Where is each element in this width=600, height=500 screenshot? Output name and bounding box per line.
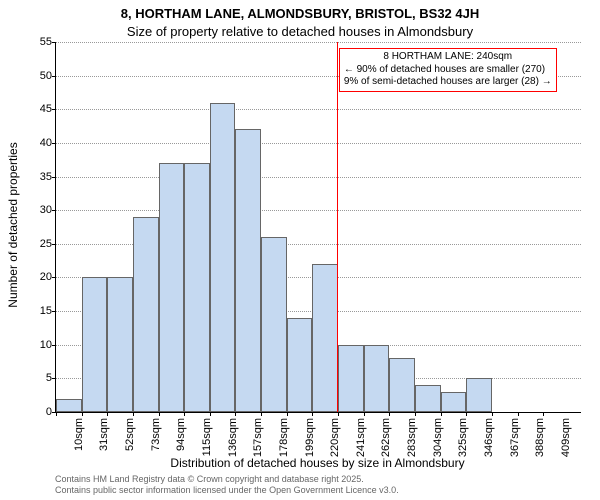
x-tick-mark <box>261 412 262 416</box>
x-tick-label: 346sqm <box>483 418 495 457</box>
x-tick-label: 367sqm <box>509 418 521 457</box>
x-tick-label: 178sqm <box>278 418 290 457</box>
y-tick-mark <box>52 76 56 77</box>
x-tick-mark <box>543 412 544 416</box>
x-tick-mark <box>287 412 288 416</box>
x-tick-label: 199sqm <box>304 418 316 457</box>
x-tick-mark <box>518 412 519 416</box>
annotation-line: 9% of semi-detached houses are larger (2… <box>344 76 552 89</box>
y-tick-label: 10 <box>40 339 52 351</box>
x-tick-mark <box>441 412 442 416</box>
x-tick-label: 388sqm <box>534 418 546 457</box>
histogram-bar <box>389 358 415 412</box>
histogram-bar <box>107 277 133 412</box>
footer-line1: Contains HM Land Registry data © Crown c… <box>55 474 399 485</box>
y-axis-label: Number of detached properties <box>6 142 20 307</box>
page-subtitle: Size of property relative to detached ho… <box>0 24 600 39</box>
x-tick-label: 220sqm <box>329 418 341 457</box>
y-tick-label: 45 <box>40 103 52 115</box>
x-tick-label: 241sqm <box>355 418 367 457</box>
x-tick-mark <box>492 412 493 416</box>
y-tick-mark <box>52 277 56 278</box>
x-tick-mark <box>389 412 390 416</box>
x-tick-label: 31sqm <box>98 418 110 451</box>
x-tick-mark <box>184 412 185 416</box>
footer-line2: Contains public sector information licen… <box>55 485 399 496</box>
x-tick-label: 283sqm <box>406 418 418 457</box>
x-tick-label: 115sqm <box>201 418 213 456</box>
histogram-bar <box>56 399 82 412</box>
x-tick-mark <box>312 412 313 416</box>
x-tick-label: 94sqm <box>175 418 187 451</box>
x-tick-label: 325sqm <box>457 418 469 457</box>
histogram-bar <box>466 378 492 412</box>
y-tick-mark <box>52 109 56 110</box>
x-tick-label: 73sqm <box>150 418 162 451</box>
y-tick-mark <box>52 244 56 245</box>
x-tick-label: 52sqm <box>124 418 136 451</box>
x-tick-label: 157sqm <box>252 418 264 457</box>
y-tick-label: 15 <box>40 305 52 317</box>
x-tick-mark <box>466 412 467 416</box>
x-tick-mark <box>82 412 83 416</box>
histogram-bar <box>184 163 210 412</box>
x-tick-mark <box>210 412 211 416</box>
y-tick-label: 35 <box>40 171 52 183</box>
x-tick-label: 10sqm <box>73 418 85 451</box>
histogram-bar <box>312 264 338 412</box>
y-tick-label: 55 <box>40 36 52 48</box>
y-tick-label: 25 <box>40 238 52 250</box>
x-tick-mark <box>56 412 57 416</box>
x-tick-label: 304sqm <box>432 418 444 457</box>
marker-line <box>337 42 338 412</box>
y-tick-mark <box>52 42 56 43</box>
x-tick-mark <box>415 412 416 416</box>
annotation-line: ← 90% of detached houses are smaller (27… <box>344 64 552 77</box>
histogram-bar <box>338 345 364 412</box>
annotation-line: 8 HORTHAM LANE: 240sqm <box>344 51 552 64</box>
x-tick-mark <box>133 412 134 416</box>
annotation-box: 8 HORTHAM LANE: 240sqm← 90% of detached … <box>339 48 557 92</box>
y-tick-mark <box>52 143 56 144</box>
x-tick-label: 262sqm <box>380 418 392 457</box>
histogram-bar <box>441 392 467 412</box>
gridline <box>56 109 581 110</box>
histogram-bar <box>159 163 185 412</box>
x-tick-mark <box>235 412 236 416</box>
x-tick-label: 409sqm <box>560 418 572 457</box>
chart-footer: Contains HM Land Registry data © Crown c… <box>55 474 399 496</box>
gridline <box>56 42 581 43</box>
y-tick-mark <box>52 177 56 178</box>
gridline <box>56 143 581 144</box>
x-axis-label: Distribution of detached houses by size … <box>55 456 580 470</box>
histogram-bar <box>261 237 287 412</box>
gridline <box>56 177 581 178</box>
x-tick-mark <box>107 412 108 416</box>
x-tick-mark <box>338 412 339 416</box>
y-tick-label: 50 <box>40 70 52 82</box>
histogram-bar <box>364 345 390 412</box>
histogram-bar <box>133 217 159 412</box>
y-tick-label: 40 <box>40 137 52 149</box>
histogram-plot: 051015202530354045505510sqm31sqm52sqm73s… <box>55 42 581 413</box>
gridline <box>56 210 581 211</box>
y-tick-mark <box>52 311 56 312</box>
histogram-bar <box>235 129 261 412</box>
page-title: 8, HORTHAM LANE, ALMONDSBURY, BRISTOL, B… <box>0 6 600 21</box>
y-tick-mark <box>52 345 56 346</box>
histogram-bar <box>82 277 108 412</box>
x-tick-label: 136sqm <box>227 418 239 457</box>
histogram-bar <box>287 318 313 412</box>
y-tick-label: 30 <box>40 204 52 216</box>
histogram-bar <box>415 385 441 412</box>
y-tick-label: 20 <box>40 271 52 283</box>
x-tick-mark <box>364 412 365 416</box>
y-tick-mark <box>52 378 56 379</box>
y-tick-mark <box>52 210 56 211</box>
x-tick-mark <box>159 412 160 416</box>
histogram-bar <box>210 103 236 412</box>
